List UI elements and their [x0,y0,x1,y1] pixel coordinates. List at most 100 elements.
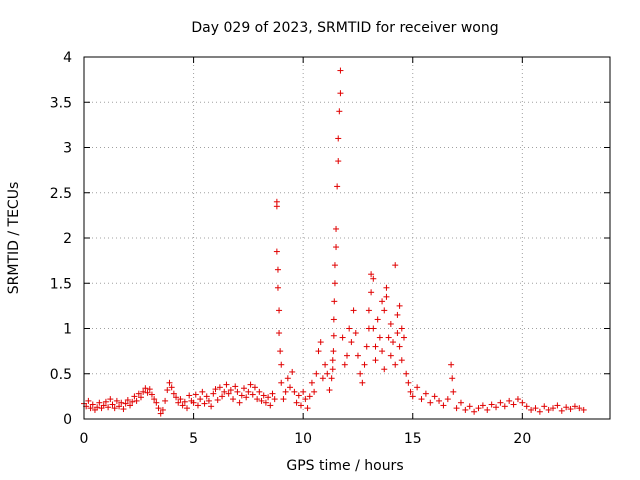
data-point [528,406,535,413]
data-point [383,284,390,291]
y-tick-label: 2.5 [50,186,72,202]
data-point [251,384,258,391]
data-point [357,370,364,377]
data-point [484,406,491,413]
data-point [532,405,539,412]
data-point [392,361,399,368]
data-point [414,384,421,391]
data-point [381,366,388,373]
data-point [212,386,219,393]
data-point [120,406,127,413]
data-point [87,405,94,412]
data-point [210,390,217,397]
data-point [444,396,451,403]
data-point [234,388,241,395]
data-point [282,388,289,395]
data-point [385,334,392,341]
data-point [363,343,370,350]
data-point [331,280,338,287]
data-point [273,248,280,255]
tick-labels: 0 5 10 15 20 0 0.5 1 1.5 2 2.5 3 3.5 4 [50,50,532,447]
data-point [329,366,336,373]
data-point [236,399,243,406]
data-point [247,381,254,388]
data-point [379,348,386,355]
data-point [311,388,318,395]
data-point [173,394,180,401]
data-point [192,391,199,398]
data-point [146,386,153,393]
data-point [365,307,372,314]
x-tick-label: 5 [189,431,198,447]
data-point [493,404,500,411]
data-point [519,399,526,406]
y-tick-label: 1.5 [50,276,72,292]
data-point [501,403,508,410]
data-point [181,398,188,405]
data-point [100,402,107,409]
data-point [545,406,552,413]
data-point [394,311,401,318]
data-point [276,330,283,337]
data-point [319,375,326,382]
data-point [94,404,101,411]
data-point [466,403,473,410]
data-point [245,388,252,395]
data-point [381,307,388,314]
data-point [510,401,517,408]
data-point [394,330,401,337]
data-point [440,402,447,409]
data-point [315,348,322,355]
data-point [488,401,495,408]
data-point [541,403,548,410]
data-point [260,392,267,399]
data-point [322,361,329,368]
data-point [271,396,278,403]
data-point [326,387,333,394]
data-point [536,408,543,415]
data-point [197,396,204,403]
data-point [308,379,315,386]
data-point [374,316,381,323]
data-point [284,375,291,382]
data-point [133,397,140,404]
data-point [341,361,348,368]
data-point [344,352,350,359]
data-point [227,387,234,394]
data-point [287,384,294,391]
data-point [403,370,410,377]
data-point [558,407,565,414]
data-point [324,370,331,377]
data-point [265,394,272,401]
data-point [370,325,377,332]
data-point [335,158,342,165]
data-point [148,391,155,398]
data-point [506,397,513,404]
data-point [550,405,557,412]
data-point [462,406,469,413]
data-point [201,400,208,407]
data-point [390,339,397,346]
data-point [396,343,403,350]
data-point [396,302,403,309]
y-tick-label: 0 [63,412,72,428]
data-point [273,198,280,205]
x-tick-label: 0 [80,431,89,447]
data-point [280,396,287,403]
data-point [127,402,134,409]
data-point [109,401,116,408]
data-point [372,357,379,364]
data-point [328,375,335,382]
data-point [243,394,250,401]
data-point [274,284,281,291]
data-point [262,399,269,406]
data-point [159,406,166,413]
data-point [523,403,530,410]
data-point [179,402,186,409]
data-point [348,339,355,346]
data-point [175,399,182,406]
data-point [387,320,394,327]
data-point [576,405,583,412]
data-point [142,385,149,392]
